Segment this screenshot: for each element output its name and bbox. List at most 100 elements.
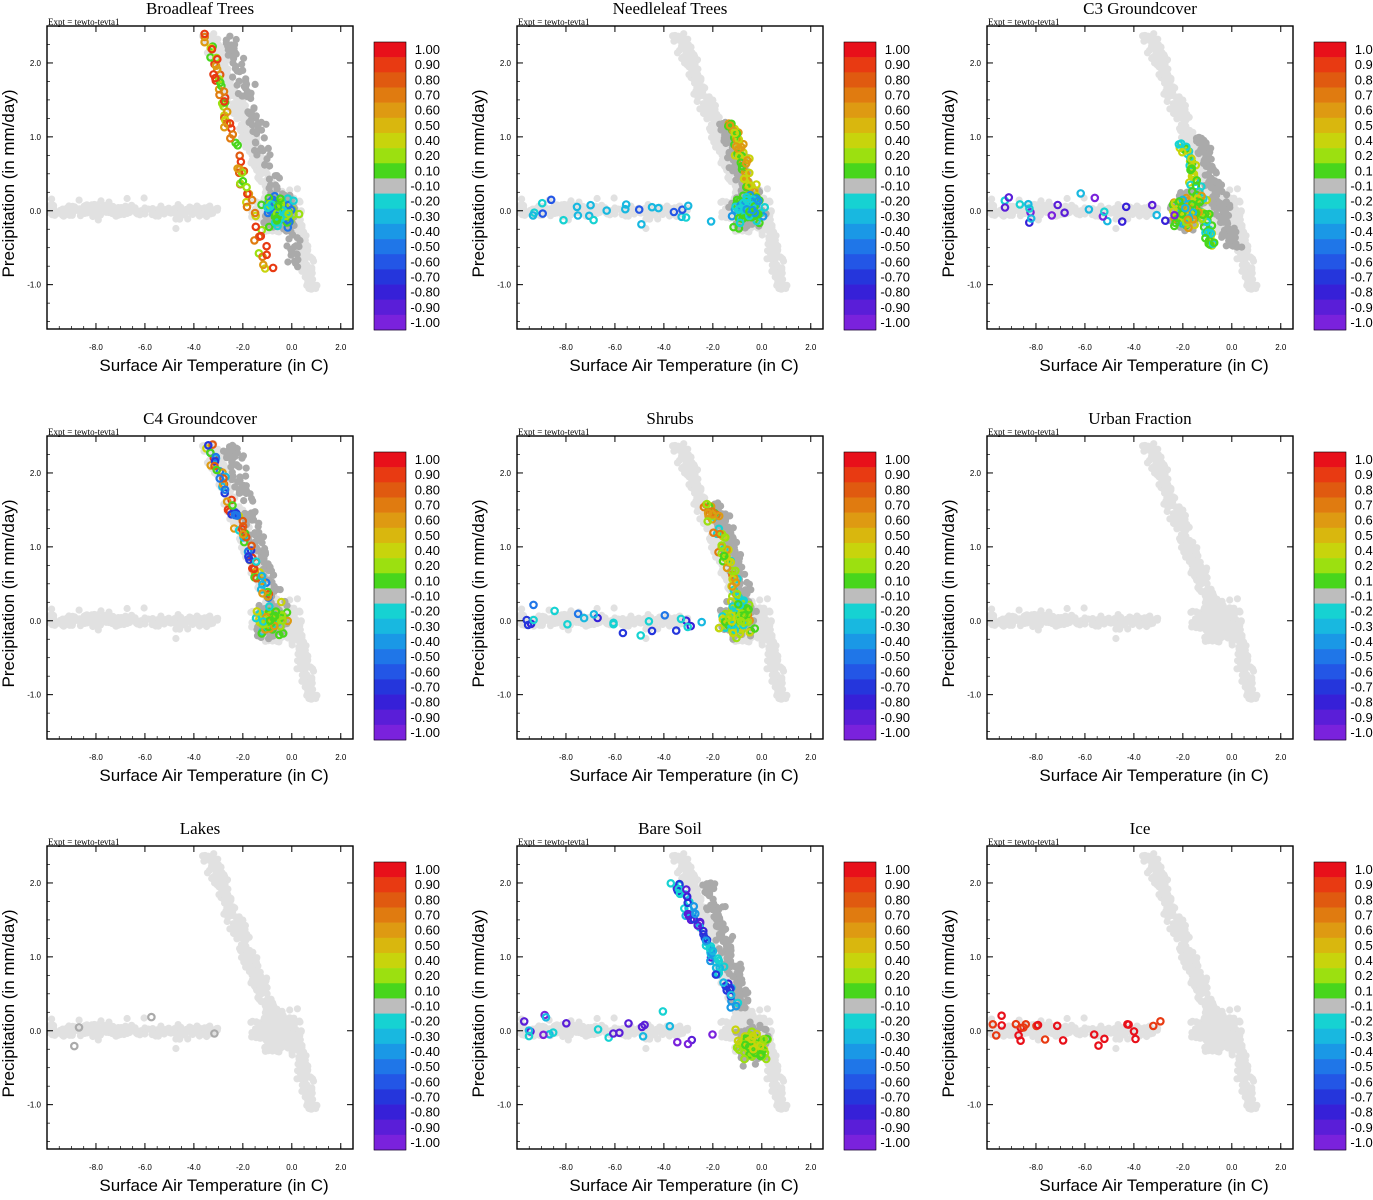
background-point: [1244, 278, 1252, 286]
colored-point: [1170, 210, 1179, 220]
colorbar-label: -0.30: [880, 209, 910, 224]
colorbar-segment: [1314, 223, 1346, 240]
background-point: [1107, 209, 1115, 217]
background-point: [240, 138, 248, 146]
colorbar-label: -0.40: [1350, 224, 1373, 239]
colorbar-label: -0.20: [880, 194, 910, 209]
colored-point: [1181, 203, 1190, 213]
colored-point: [200, 32, 210, 42]
background-point: [1133, 203, 1142, 211]
background-point: [1112, 224, 1120, 233]
neutral-point: [266, 162, 274, 170]
background-point: [141, 210, 149, 218]
neutral-point: [242, 77, 250, 85]
colorbar-segment: [1314, 132, 1346, 149]
y-axis-label: Precipitation (in mm/day): [939, 89, 958, 277]
background-point: [680, 41, 689, 49]
colorbar-segment: [374, 117, 406, 134]
neutral-point: [1207, 155, 1215, 163]
background-point: [172, 224, 180, 233]
colored-point: [219, 97, 229, 106]
colorbar-segment: [844, 163, 876, 179]
neutral-point: [1226, 203, 1234, 211]
colorbar-label: 0.20: [415, 148, 440, 163]
background-point: [696, 90, 704, 98]
colorbar-segment: [1314, 299, 1346, 316]
colored-point: [637, 220, 646, 229]
neutral-point: [292, 242, 300, 250]
colored-point: [1182, 142, 1191, 152]
neutral-point: [1206, 164, 1214, 172]
colored-point: [283, 223, 293, 232]
colorbar-segment: [374, 72, 406, 88]
colorbar-segment: [844, 132, 876, 149]
colorbar-label: 0.60: [415, 103, 440, 118]
colored-point: [528, 211, 538, 220]
y-axis-label: Precipitation (in mm/day): [0, 89, 18, 277]
background-point: [520, 201, 528, 210]
background-point: [1238, 221, 1246, 229]
colored-point: [1198, 214, 1207, 224]
colorbar-segment: [844, 254, 876, 270]
background-point: [75, 196, 83, 204]
colored-point: [233, 164, 242, 173]
colored-point: [1015, 200, 1025, 209]
neutral-point: [231, 65, 239, 73]
colored-point: [276, 194, 285, 204]
colorbar-segment: [1314, 193, 1346, 210]
colored-point: [1117, 217, 1127, 226]
background-point: [593, 207, 602, 215]
background-point: [695, 79, 703, 88]
colored-point: [584, 211, 594, 221]
background-point: [1159, 65, 1167, 73]
plot-frame: [986, 25, 1294, 330]
colored-point: [753, 196, 763, 206]
neutral-point: [1216, 185, 1224, 193]
background-point: [988, 195, 996, 203]
colored-point: [734, 213, 744, 223]
colored-point: [683, 201, 693, 211]
colored-point: [1090, 193, 1100, 203]
x-axis-label: Surface Air Temperature (in C): [1039, 356, 1268, 375]
background-point: [610, 194, 618, 202]
colorbar-segment: [844, 178, 876, 194]
colorbar-frame: [373, 41, 407, 331]
background-point: [200, 209, 208, 217]
y-axis-label: Precipitation (in mm/day): [469, 89, 488, 277]
colorbar-label: -1.00: [880, 315, 910, 330]
colorbar-segment: [374, 239, 406, 255]
colored-point: [215, 90, 224, 100]
colorbar-segment: [844, 284, 876, 300]
plot-frame: [516, 25, 824, 330]
colorbar-segment: [1314, 269, 1346, 285]
colorbar-label: -0.70: [880, 269, 910, 284]
background-point: [118, 207, 126, 215]
colored-point: [734, 205, 743, 215]
colorbar-segment: [1314, 239, 1346, 255]
neutral-point: [229, 59, 237, 67]
colorbar-label: 0.90: [885, 57, 910, 72]
background-point: [763, 185, 772, 193]
colored-point: [743, 156, 752, 165]
neutral-point: [247, 94, 255, 103]
x-tick-label: -2.0: [706, 343, 720, 352]
colorbar: 1.000.900.800.700.600.500.400.200.10-0.1…: [373, 41, 440, 331]
background-point: [225, 79, 233, 88]
background-point: [677, 33, 685, 41]
neutral-point: [265, 175, 273, 183]
background-point: [1121, 209, 1129, 217]
background-point: [1063, 194, 1071, 203]
colored-point: [258, 260, 268, 270]
colorbar-label: 0.10: [885, 163, 910, 178]
colored-point: [1170, 199, 1180, 208]
colorbar-label: 0.10: [415, 163, 440, 178]
neutral-point: [1226, 238, 1234, 246]
background-point: [718, 209, 726, 217]
neutral-point: [257, 126, 266, 134]
neutral-point: [224, 51, 232, 59]
background-point: [231, 103, 239, 111]
colorbar-segment: [844, 314, 876, 331]
colorbar-label: -0.20: [410, 194, 440, 209]
background-point: [1172, 93, 1180, 101]
background-point: [1042, 206, 1050, 214]
